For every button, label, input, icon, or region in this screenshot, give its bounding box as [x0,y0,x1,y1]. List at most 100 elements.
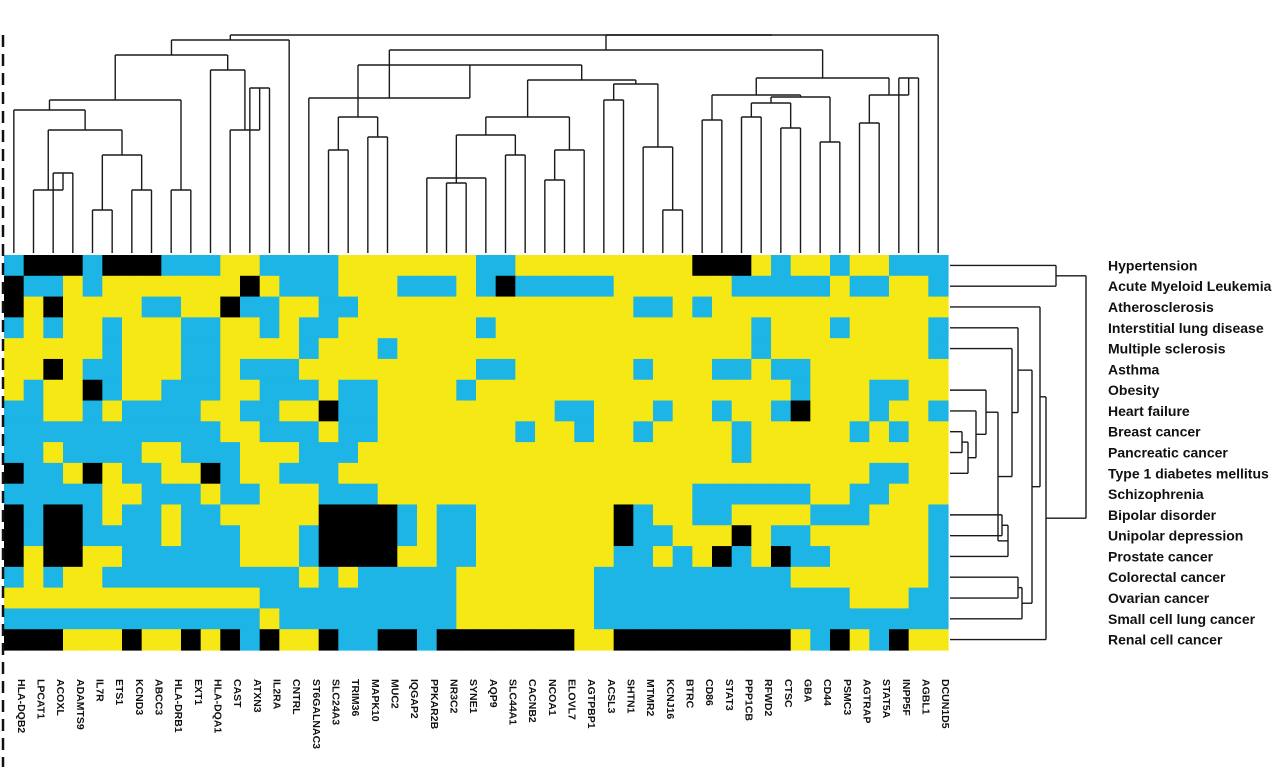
heatmap-cell [82,525,103,547]
heatmap-cell [259,338,280,360]
heatmap-cell [653,421,674,443]
heatmap-cell [102,546,123,568]
heatmap-cell [23,566,44,589]
heatmap-cell [122,421,143,443]
heatmap-cell [594,358,615,381]
heatmap-cell [574,566,595,589]
heatmap-cell [456,338,477,360]
column-label: ABCC3 [153,679,165,715]
column-label: SYNE1 [467,679,479,714]
heatmap-cell [63,296,84,318]
heatmap-cell [220,504,241,526]
heatmap-cell [43,525,64,547]
heatmap-cell [122,338,143,360]
heatmap-cell [790,275,811,298]
heatmap-cell [279,566,300,589]
heatmap-cell [495,255,516,277]
heatmap-cell [830,587,851,610]
heatmap-cell [849,608,870,630]
heatmap-cell [240,421,261,443]
heatmap-cell [161,566,182,589]
heatmap-cell [358,421,379,443]
heatmap-cell [889,483,910,506]
heatmap-cell [613,546,634,568]
heatmap-cell [908,462,929,485]
heatmap-cell [436,400,457,422]
heatmap-cell [515,296,536,318]
column-label: IL2RA [271,679,283,710]
heatmap-cell [397,338,418,360]
heatmap-cell [712,338,733,360]
heatmap-cell [43,629,64,651]
heatmap-cell [220,462,241,485]
heatmap-cell [240,442,261,464]
heatmap-cell [181,275,202,298]
heatmap-cell [790,400,811,422]
heatmap-cell [594,587,615,610]
heatmap-cell [358,587,379,610]
heatmap-cell [102,504,123,526]
heatmap-cell [672,358,693,381]
heatmap-cell [397,608,418,630]
heatmap-cell [574,462,595,485]
heatmap-cell [476,358,497,381]
heatmap-cell [397,255,418,277]
heatmap-cell [200,629,221,651]
heatmap-cell [240,400,261,422]
row-labels: Hypertension Acute Myeloid Leukemia Athero… [1108,257,1272,647]
heatmap-cell [672,317,693,339]
heatmap-cell [377,608,398,630]
heatmap-cell [63,338,84,360]
heatmap-cell [535,546,556,568]
heatmap-cell [849,546,870,568]
heatmap-cell [574,504,595,526]
heatmap-cell [259,296,280,318]
heatmap-cell [594,255,615,277]
heatmap-cell [515,566,536,589]
heatmap-cell [23,629,44,651]
row-label: Obesity [1108,382,1160,398]
heatmap-cell [495,421,516,443]
heatmap-cell [102,317,123,339]
heatmap-cell [181,358,202,381]
column-label: HLA-DRB1 [172,679,184,733]
heatmap-cell [200,608,221,630]
heatmap-cell [181,338,202,360]
heatmap-cell [790,379,811,402]
heatmap-cell [43,421,64,443]
heatmap-cell [436,442,457,464]
heatmap-cell [515,483,536,506]
heatmap-cell [633,525,654,547]
heatmap-cell [358,255,379,277]
heatmap-cell [495,338,516,360]
heatmap-cell [318,358,339,381]
heatmap-cell [810,338,831,360]
heatmap-cell [318,608,339,630]
heatmap-cell [122,358,143,381]
heatmap-cell [653,379,674,402]
heatmap-cell [200,255,221,277]
heatmap-cell [4,483,25,506]
heatmap-cell [889,358,910,381]
heatmap-cell [122,566,143,589]
heatmap-cell [771,483,792,506]
heatmap-cell [535,525,556,547]
heatmap-cell [712,546,733,568]
heatmap-cell [692,379,713,402]
heatmap-cell [633,421,654,443]
heatmap-cell [574,442,595,464]
heatmap-cell [63,442,84,464]
heatmap-cell [790,629,811,651]
heatmap-cell [181,629,202,651]
heatmap-cell [613,358,634,381]
heatmap-cell [810,587,831,610]
heatmap-cell [338,275,359,298]
heatmap-cell [869,275,890,298]
heatmap-cell [377,338,398,360]
heatmap-cell [279,629,300,651]
heatmap-cell [338,629,359,651]
heatmap-cell [122,608,143,630]
heatmap-cell [141,504,162,526]
heatmap-cell [712,608,733,630]
heatmap-cell [594,275,615,298]
